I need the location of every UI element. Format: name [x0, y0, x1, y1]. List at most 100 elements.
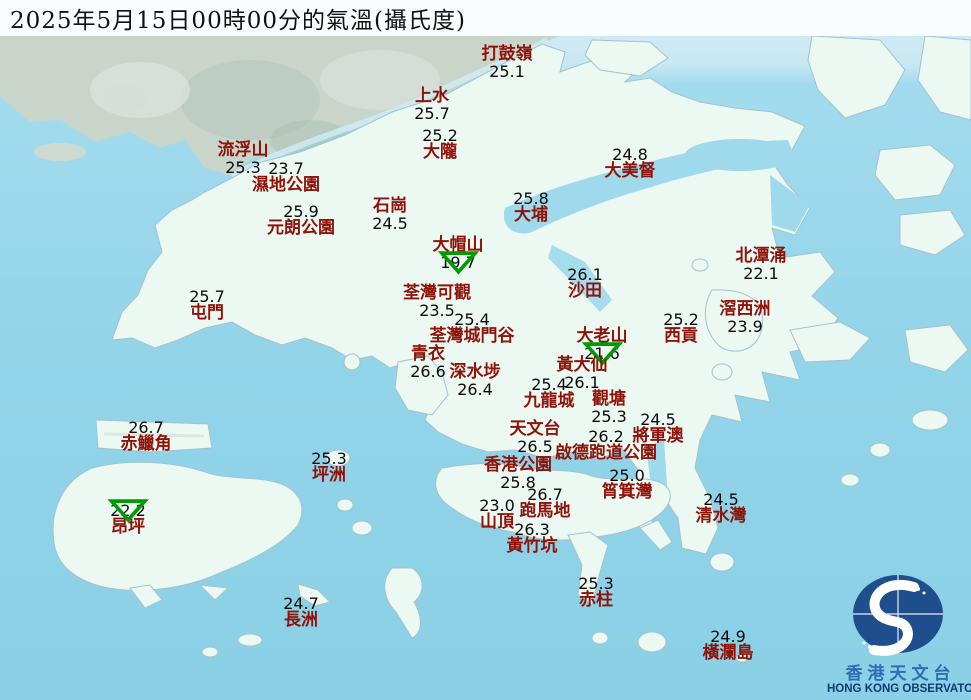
- station-name: 大老山: [576, 326, 628, 346]
- station-name: 昂坪: [111, 517, 145, 537]
- station-value: 25.2: [663, 310, 699, 329]
- title-bar: 2025年5月15日00時00分的氣溫(攝氏度): [0, 0, 971, 36]
- station-name: 流浮山: [217, 140, 269, 160]
- station-啟德跑道公園: 26.2 啟德跑道公園: [555, 428, 657, 462]
- station-荃灣可觀: 荃灣可觀 23.5: [403, 285, 471, 320]
- shing-mun-river: [548, 245, 612, 312]
- station-打鼓嶺: 打鼓嶺 25.1: [481, 44, 533, 81]
- station-name: 天文台: [509, 419, 561, 439]
- station-昂坪: 22.2 昂坪: [107, 499, 149, 537]
- station-value: 23.5: [419, 301, 455, 320]
- central-islands: [325, 353, 449, 536]
- summit-triangle-icon: [437, 251, 479, 275]
- station-value: 23.7: [268, 159, 304, 178]
- station-name: 赤鱲角: [120, 434, 172, 454]
- station-大埔: 25.8 大埔: [513, 190, 549, 224]
- station-name: 啟德跑道公園: [555, 443, 657, 463]
- station-沙田: 26.1 沙田: [567, 266, 603, 300]
- station-跑馬地: 26.7 跑馬地: [520, 486, 571, 520]
- station-name: 跑馬地: [519, 501, 571, 521]
- station-value: 25.4: [454, 310, 490, 329]
- station-name: 屯門: [190, 303, 224, 323]
- station-name: 橫瀾島: [702, 643, 754, 663]
- station-大老山: 大老山 21.6: [576, 326, 628, 366]
- station-name: 上水: [415, 86, 449, 106]
- station-value: 25.7: [189, 287, 225, 306]
- hko-logo: 香港天文台 HONG KONG OBSERVATORY: [827, 565, 971, 696]
- station-value: 25.3: [591, 407, 627, 426]
- hko-logo-name-en: HONG KONG OBSERVATORY: [827, 683, 971, 695]
- station-name: 筲箕灣: [601, 482, 653, 502]
- hko-logo-name-zh: 香港天文台: [845, 664, 956, 684]
- station-觀塘: 觀塘 25.3: [591, 389, 627, 426]
- station-name: 沙田: [568, 281, 602, 301]
- station-value: 25.3: [225, 158, 261, 177]
- station-黃大仙: 黃大仙 26.1: [557, 357, 608, 392]
- station-name: 坪洲: [312, 465, 346, 485]
- station-value: 25.2: [422, 126, 458, 145]
- station-name: 濕地公園: [252, 175, 320, 195]
- station-name: 打鼓嶺: [481, 44, 533, 64]
- station-赤柱: 25.3 赤柱: [578, 575, 614, 609]
- station-name: 將軍澳: [632, 426, 684, 446]
- station-石崗: 石崗 24.5: [372, 198, 408, 233]
- station-name: 西貢: [664, 326, 698, 346]
- station-value: 22.2: [107, 499, 149, 523]
- station-value: 23.9: [727, 317, 763, 336]
- hko-logo-icon: [853, 575, 943, 656]
- station-value: 24.9: [710, 627, 746, 646]
- station-清水灣: 24.5 清水灣: [696, 491, 747, 525]
- station-上水: 上水 25.7: [414, 86, 450, 123]
- station-流浮山: 流浮山 25.3: [217, 140, 269, 177]
- map-title: 2025年5月15日00時00分的氣溫(攝氏度): [10, 8, 466, 34]
- station-屯門: 25.7 屯門: [189, 288, 225, 322]
- station-坪洲: 25.3 坪洲: [311, 450, 347, 484]
- station-name: 山頂: [480, 512, 514, 532]
- station-name: 滘西洲: [719, 299, 771, 319]
- station-name: 清水灣: [695, 506, 747, 526]
- station-value: 24.8: [612, 145, 648, 164]
- station-name: 元朗公園: [267, 218, 335, 238]
- station-筲箕灣: 25.0 筲箕灣: [602, 467, 653, 501]
- station-name: 青衣: [411, 344, 445, 364]
- station-橫瀾島: 24.9 橫瀾島: [703, 628, 754, 662]
- lamma-island: [384, 567, 423, 639]
- station-天文台: 天文台 26.5: [509, 419, 561, 456]
- station-value: 25.3: [578, 574, 614, 593]
- station-北潭涌: 北潭涌 22.1: [736, 248, 787, 283]
- peng-chau-island: [325, 449, 351, 467]
- station-黃竹坑: 26.3 黃竹坑: [507, 521, 558, 555]
- station-value: 25.9: [283, 202, 319, 221]
- station-value: 24.5: [703, 490, 739, 509]
- station-元朗公園: 25.9 元朗公園: [267, 203, 335, 237]
- plover-cove: [770, 175, 810, 232]
- station-name: 長洲: [284, 610, 318, 630]
- station-value: 23.0: [479, 496, 515, 515]
- station-value: 25.3: [311, 449, 347, 468]
- station-name: 香港公園: [484, 455, 552, 475]
- station-value: 26.1: [564, 373, 600, 392]
- waglan-island: [735, 653, 749, 663]
- station-赤鱲角: 26.7 赤鱲角: [121, 419, 172, 453]
- station-山頂: 23.0 山頂: [479, 497, 515, 531]
- station-將軍澳: 24.5 將軍澳: [633, 411, 684, 445]
- station-value: 26.1: [567, 265, 603, 284]
- station-value: 25.8: [500, 473, 536, 492]
- station-滘西洲: 滘西洲 23.9: [719, 299, 771, 336]
- new-territories-landmass: [111, 43, 839, 555]
- summit-triangle-icon: [581, 342, 623, 366]
- station-name: 觀塘: [592, 389, 626, 409]
- station-value: 22.1: [743, 264, 779, 283]
- station-value: 26.4: [457, 380, 493, 399]
- station-name: 大美督: [604, 161, 656, 181]
- station-value: 19.7: [433, 251, 484, 275]
- station-value: 26.3: [514, 520, 550, 539]
- shenzhen-urban-area: [0, 36, 560, 179]
- airport-island: [95, 419, 213, 453]
- station-香港公園: 香港公園 25.8: [484, 455, 552, 492]
- station-value: 24.5: [372, 214, 408, 233]
- station-value: 25.0: [609, 466, 645, 485]
- station-name: 黃竹坑: [506, 536, 558, 556]
- station-value: 26.7: [527, 485, 563, 504]
